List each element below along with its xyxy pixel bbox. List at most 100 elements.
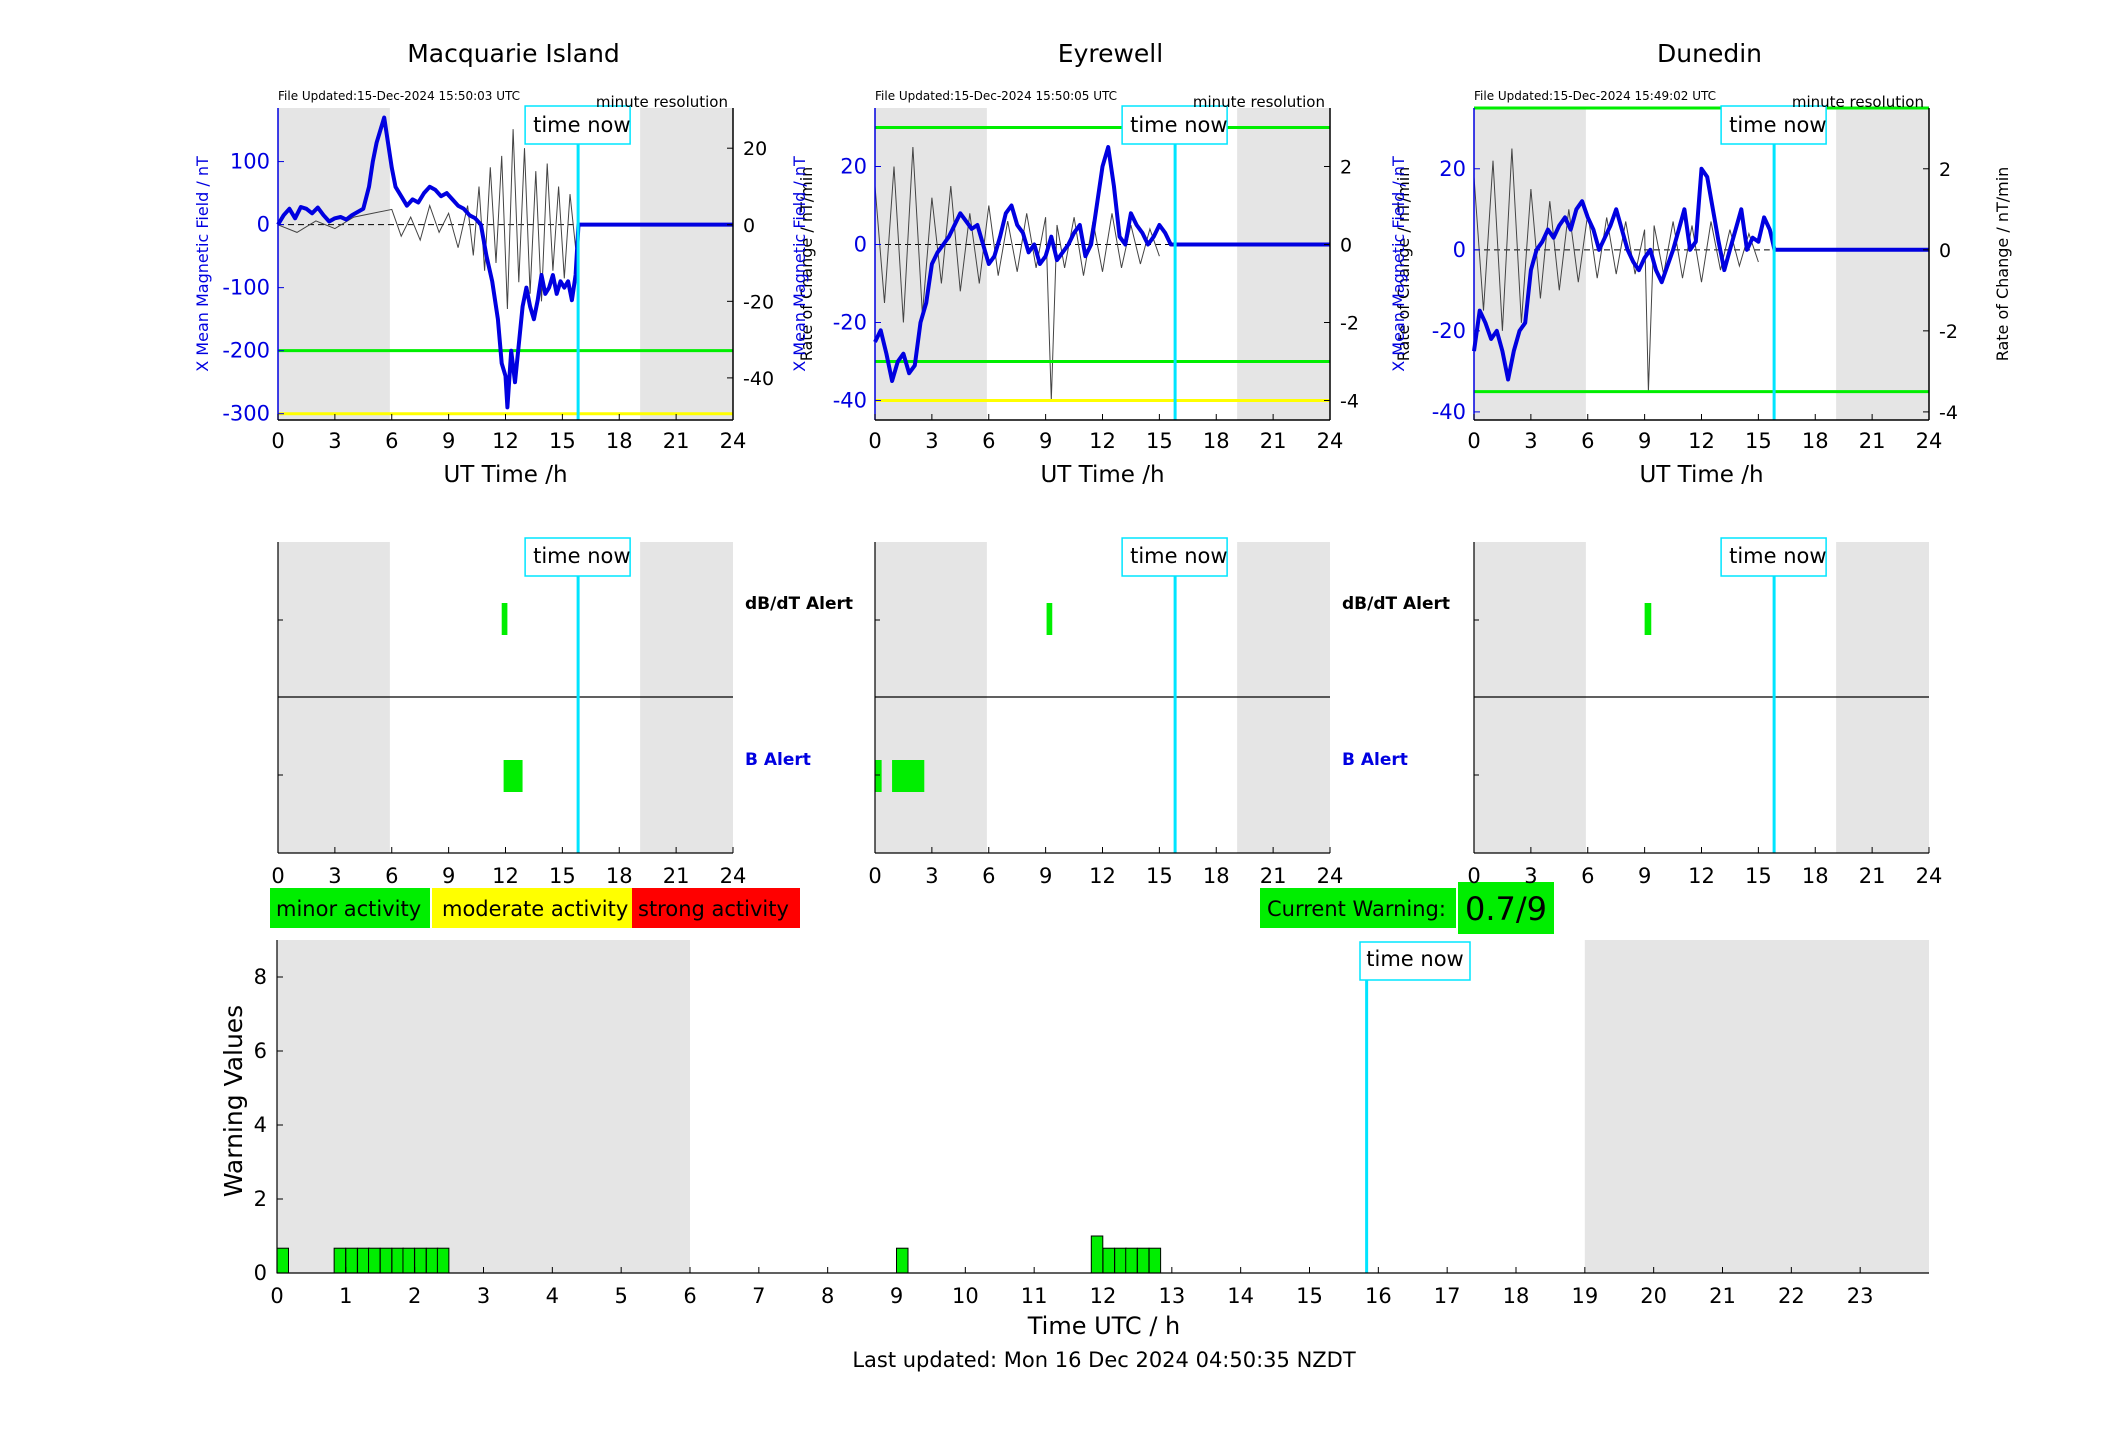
alert-x-tick-label: 12 [1688, 864, 1715, 888]
left-tick-label: -300 [222, 402, 270, 426]
right-tick-label: -20 [743, 291, 774, 313]
night-shade [277, 940, 690, 1273]
right-tick-label: 0 [743, 215, 755, 237]
warning-bar [1102, 1247, 1115, 1274]
x-tick-label: 15 [1146, 429, 1173, 453]
x-tick-label: 9 [1039, 429, 1052, 453]
alert-x-tick-label: 24 [1317, 864, 1344, 888]
time-now-label-alerts: time now [1729, 544, 1826, 568]
warning-x-tick-label: 12 [1090, 1284, 1117, 1308]
left-tick-label: -20 [833, 311, 867, 335]
x-tick-label: 15 [549, 429, 576, 453]
warning-bar [1148, 1247, 1162, 1274]
resolution-label: minute resolution [596, 93, 728, 111]
current-warning-value: 0.7/9 [1465, 890, 1547, 928]
field-series [276, 115, 733, 410]
alert-chart-1: 0 3 6 9 12 15 18 21 24 [868, 537, 1344, 888]
file-updated-text: File Updated:15-Dec-2024 15:50:03 UTC [278, 89, 520, 103]
warning-x-tick-label: 8 [821, 1284, 834, 1308]
rate-of-change-series [874, 146, 1160, 401]
night-shade [1474, 108, 1586, 420]
right-tick-label: -40 [743, 368, 774, 390]
warning-bar [1125, 1247, 1138, 1274]
dbdt-alert-bar [501, 603, 508, 635]
x-tick-label: 24 [720, 429, 747, 453]
right-tick-label: -4 [1939, 402, 1958, 424]
warning-bar [402, 1247, 415, 1274]
alert-chart-0: 0 3 6 9 12 15 18 21 24 [271, 537, 746, 888]
x-tick-label: 24 [1317, 429, 1344, 453]
alert-x-tick-label: 0 [1467, 864, 1480, 888]
warning-x-tick-label: 19 [1571, 1284, 1598, 1308]
time-now-label: time now [1729, 113, 1826, 137]
warning-y-tick-label: 6 [254, 1039, 267, 1063]
left-tick-label: 0 [1453, 238, 1466, 262]
b-alert-bar [875, 760, 882, 792]
warning-x-tick-label: 14 [1227, 1284, 1254, 1308]
legend-strong-label: strong activity [638, 897, 789, 921]
alert-x-tick-label: 18 [1203, 864, 1230, 888]
time-now-box [1121, 537, 1228, 577]
right-axis-label: Rate of Change / nT/min [1394, 167, 1413, 362]
alert-chart-2: 0 3 6 9 12 15 18 21 24 [1467, 537, 1942, 888]
right-tick-label: 2 [1340, 157, 1352, 179]
file-updated-text: File Updated:15-Dec-2024 15:50:05 UTC [875, 89, 1117, 103]
warning-y-tick-label: 4 [254, 1113, 267, 1137]
alert-x-tick-label: 21 [1859, 864, 1886, 888]
alert-x-tick-label: 9 [1638, 864, 1651, 888]
warning-x-tick-label: 9 [890, 1284, 903, 1308]
panel-dunedin: Dunedin File Updated:15-Dec-2024 15:49:0… [1389, 39, 2012, 568]
current-warning-value-box [1458, 882, 1554, 934]
dbdt-alert-bar [1046, 603, 1053, 635]
dbdt-alert-bar [1644, 603, 1652, 635]
warning-y-tick-label: 8 [254, 965, 267, 989]
alert-x-tick-label: 6 [1581, 864, 1594, 888]
warning-y-axis-label: Warning Values [219, 1005, 248, 1197]
left-tick-label: -40 [833, 389, 867, 413]
left-tick-label: -100 [222, 276, 270, 300]
time-now-box [1121, 105, 1228, 145]
warning-bar [345, 1247, 358, 1274]
warning-x-tick-label: 6 [683, 1284, 696, 1308]
x-tick-label: 3 [925, 429, 938, 453]
panel-macquarie-island: Macquarie Island File Updated:15-Dec-202… [193, 39, 853, 770]
time-now-label: time now [1130, 113, 1227, 137]
alert-x-tick-label: 15 [1745, 864, 1772, 888]
alert-x-tick-label: 9 [442, 864, 455, 888]
right-axis-label: Rate of Change / nT/min [797, 167, 816, 362]
x-tick-label: 9 [1638, 429, 1651, 453]
alert-x-tick-label: 0 [271, 864, 284, 888]
x-tick-label: 3 [328, 429, 341, 453]
alert-x-tick-label: 15 [1146, 864, 1173, 888]
station-title: Eyrewell [1058, 39, 1163, 68]
x-tick-label: 0 [271, 429, 284, 453]
dbdt-alert-label: dB/dT Alert [1342, 594, 1450, 614]
alert-x-tick-label: 15 [549, 864, 576, 888]
warning-x-tick-label: 15 [1296, 1284, 1323, 1308]
legend-moderate-label: moderate activity [442, 897, 628, 921]
alert-x-tick-label: 0 [868, 864, 881, 888]
x-tick-label: 18 [1802, 429, 1829, 453]
left-tick-label: 20 [1439, 157, 1466, 181]
activity-legend: minor activity moderate activity strong … [270, 888, 800, 928]
resolution-label: minute resolution [1193, 93, 1325, 111]
resolution-label: minute resolution [1792, 93, 1924, 111]
x-axis-label: UT Time /h [1639, 462, 1763, 488]
current-warning-label: Current Warning: [1267, 897, 1446, 921]
x-tick-label: 6 [385, 429, 398, 453]
alert-x-tick-label: 3 [1524, 864, 1537, 888]
alert-x-tick-label: 21 [663, 864, 690, 888]
warning-bar [276, 1247, 289, 1274]
x-tick-label: 9 [442, 429, 455, 453]
last-updated-text: Last updated: Mon 16 Dec 2024 04:50:35 N… [852, 1348, 1356, 1372]
right-tick-label: -2 [1340, 313, 1359, 335]
warning-y-tick-label: 0 [254, 1261, 267, 1285]
legend-minor-swatch [270, 888, 430, 928]
current-warning-label-box [1260, 888, 1456, 928]
alert-x-tick-label: 18 [1802, 864, 1829, 888]
right-tick-label: -4 [1340, 391, 1359, 413]
warning-x-tick-label: 22 [1778, 1284, 1805, 1308]
alert-x-tick-label: 6 [982, 864, 995, 888]
warning-x-tick-label: 10 [952, 1284, 979, 1308]
left-tick-label: 0 [854, 233, 867, 257]
